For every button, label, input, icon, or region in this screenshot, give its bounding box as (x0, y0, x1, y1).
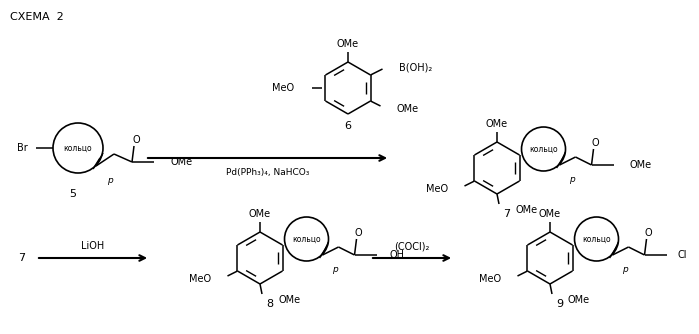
Text: Cl: Cl (677, 250, 687, 260)
Text: p: p (331, 265, 338, 274)
Text: p: p (621, 265, 628, 274)
Text: 5: 5 (69, 189, 76, 199)
Text: O: O (592, 138, 599, 148)
Text: MeO: MeO (272, 83, 294, 93)
Text: OMe: OMe (337, 39, 359, 49)
Text: Pd(PPh₃)₄, NaHCO₃: Pd(PPh₃)₄, NaHCO₃ (226, 167, 310, 176)
Text: OMe: OMe (486, 119, 508, 129)
Text: OMe: OMe (170, 157, 192, 167)
Text: OMe: OMe (568, 295, 590, 305)
Text: p: p (569, 175, 575, 184)
Text: OMe: OMe (539, 209, 561, 219)
Text: O: O (644, 228, 652, 238)
Text: (COCl)₂: (COCl)₂ (394, 241, 430, 251)
Text: OMe: OMe (630, 160, 651, 170)
Text: СХЕМА  2: СХЕМА 2 (10, 12, 64, 22)
Text: O: O (354, 228, 362, 238)
Text: OMe: OMe (396, 104, 419, 114)
Text: MeO: MeO (426, 184, 449, 194)
Text: кольцо: кольцо (529, 145, 558, 154)
Text: кольцо: кольцо (582, 234, 611, 243)
Text: OMe: OMe (249, 209, 271, 219)
Text: OMe: OMe (515, 205, 537, 215)
Text: B(OH)₂: B(OH)₂ (398, 62, 432, 72)
Text: O: O (132, 135, 140, 145)
Text: p: p (107, 176, 113, 185)
Text: кольцо: кольцо (292, 234, 321, 243)
Text: MeO: MeO (480, 274, 501, 284)
Text: MeO: MeO (189, 274, 212, 284)
Text: OMe: OMe (278, 295, 300, 305)
Text: OH: OH (389, 250, 405, 260)
Text: 6: 6 (345, 121, 352, 131)
Text: Br: Br (17, 143, 28, 153)
Text: 9: 9 (556, 299, 563, 309)
Text: 7: 7 (503, 209, 510, 219)
Text: LiOH: LiOH (81, 241, 105, 251)
Text: 7: 7 (18, 253, 26, 263)
Text: кольцо: кольцо (64, 144, 92, 153)
Text: 8: 8 (266, 299, 273, 309)
